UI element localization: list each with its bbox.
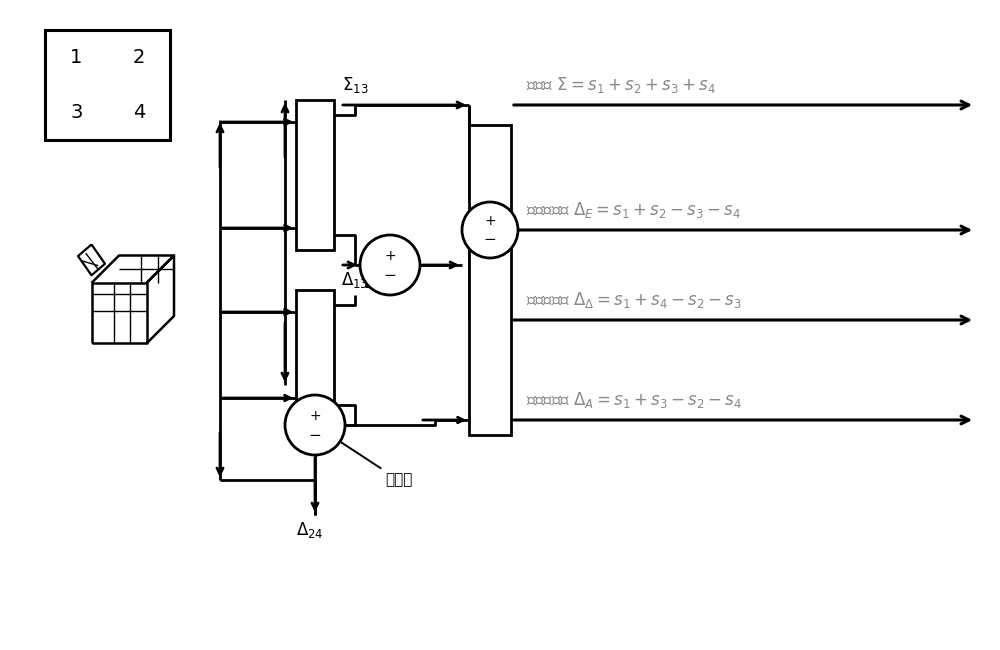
Text: 俰仰差通道 $\Delta_E = s_1 + s_2 - s_3 - s_4$: 俰仰差通道 $\Delta_E = s_1 + s_2 - s_3 - s_4$: [526, 200, 741, 220]
Text: 方位差通道 $\Delta_A = s_1 + s_3 - s_2 - s_4$: 方位差通道 $\Delta_A = s_1 + s_3 - s_2 - s_4$: [526, 390, 742, 410]
Circle shape: [462, 202, 518, 258]
Text: −: −: [309, 428, 321, 443]
Text: −: −: [384, 268, 396, 283]
Text: $\Sigma_{24}$: $\Sigma_{24}$: [363, 273, 390, 293]
Text: $\Delta_{13}$: $\Delta_{13}$: [341, 270, 369, 290]
Text: 混合器: 混合器: [334, 437, 412, 488]
Circle shape: [285, 395, 345, 455]
Text: −: −: [484, 233, 496, 248]
Text: +: +: [484, 214, 496, 228]
Text: $\Sigma_{13}$: $\Sigma_{13}$: [342, 75, 368, 95]
Text: 和通道 $\Sigma = s_1 + s_2 + s_3 + s_4$: 和通道 $\Sigma = s_1 + s_2 + s_3 + s_4$: [526, 75, 716, 95]
Bar: [296, 100, 334, 250]
Text: 2: 2: [133, 48, 145, 67]
Bar: [469, 125, 511, 435]
Text: +: +: [384, 249, 396, 263]
Text: 4: 4: [133, 103, 145, 122]
Text: 1: 1: [70, 48, 82, 67]
Circle shape: [360, 235, 420, 295]
Text: 3: 3: [70, 103, 82, 122]
Bar: [45, 30, 170, 140]
Text: +: +: [309, 409, 321, 423]
Bar: [296, 290, 334, 420]
Text: 对角差通道 $\Delta_\Delta = s_1 + s_4 - s_2 - s_3$: 对角差通道 $\Delta_\Delta = s_1 + s_4 - s_2 -…: [526, 290, 742, 310]
Text: $\Delta_{24}$: $\Delta_{24}$: [296, 520, 324, 540]
